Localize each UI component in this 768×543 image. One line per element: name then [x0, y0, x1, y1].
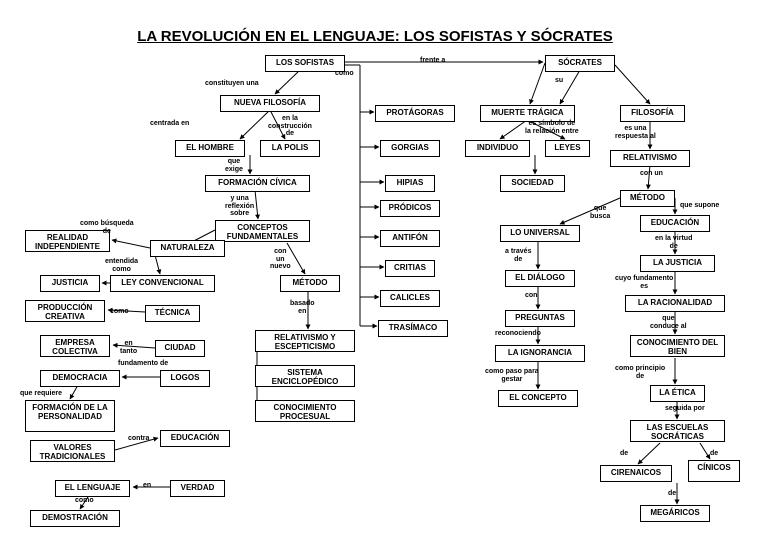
- node-lenguaje: EL LENGUAJE: [55, 480, 130, 497]
- edge-label: como paso para gestar: [485, 368, 539, 383]
- edge-label: seguida por: [665, 405, 705, 413]
- node-logos: LOGOS: [160, 370, 210, 387]
- edge-label: que busca: [590, 205, 610, 220]
- node-cinicos: CÍNICOS: [688, 460, 740, 482]
- node-relativismo2: RELATIVISMO: [610, 150, 690, 167]
- node-filosofia: FILOSOFÍA: [620, 105, 685, 122]
- node-critias: CRITIAS: [385, 260, 435, 277]
- edge-label: como: [335, 70, 354, 78]
- node-ignorancia: LA IGNORANCIA: [495, 345, 585, 362]
- node-valores: VALORES TRADICIONALES: [30, 440, 115, 462]
- edge-label: como principio de: [615, 365, 665, 380]
- edge-label: a través de: [505, 248, 531, 263]
- node-prodcrea: PRODUCCIÓN CREATIVA: [25, 300, 105, 322]
- edge-label: centrada en: [150, 120, 189, 128]
- node-tecnica: TÉCNICA: [145, 305, 200, 322]
- edge-label: es una respuesta al: [615, 125, 656, 140]
- edge-label: con un: [640, 170, 663, 178]
- node-ciudad: CIUDAD: [155, 340, 205, 357]
- node-leyes: LEYES: [545, 140, 590, 157]
- node-relativ: RELATIVISMO Y ESCEPTICISMO: [255, 330, 355, 352]
- node-naturaleza: NATURALEZA: [150, 240, 225, 257]
- edge-label: frente a: [420, 57, 445, 65]
- node-escuelas: LAS ESCUELAS SOCRÁTICAS: [630, 420, 725, 442]
- edge-label: como búsqueda de: [80, 220, 134, 235]
- node-etica: LA ÉTICA: [650, 385, 705, 402]
- node-megaricos: MEGÁRICOS: [640, 505, 710, 522]
- node-socrates: SÓCRATES: [545, 55, 615, 72]
- edge-label: en la construcción de: [268, 115, 312, 138]
- node-formpers: FORMACIÓN DE LA PERSONALIDAD: [25, 400, 115, 432]
- node-calicles: CALICLES: [380, 290, 440, 307]
- edge-label: cuyo fundamento es: [615, 275, 673, 290]
- edge-label: su: [555, 77, 563, 85]
- node-individuo: INDIVIDUO: [465, 140, 530, 157]
- edge-label: con: [525, 292, 537, 300]
- edge-label: reconociendo: [495, 330, 541, 338]
- node-gorgias: GORGIAS: [380, 140, 440, 157]
- node-polis: LA POLIS: [260, 140, 320, 157]
- node-metodo2: MÉTODO: [620, 190, 675, 207]
- node-concepto: EL CONCEPTO: [498, 390, 578, 407]
- edge-label: como: [110, 308, 129, 316]
- edge-label: que supone: [680, 202, 719, 210]
- edge-label: entendida como: [105, 258, 138, 273]
- edge-label: fundamento de: [118, 360, 168, 368]
- edge-label: de: [620, 450, 628, 458]
- node-sociedad: SOCIEDAD: [500, 175, 565, 192]
- edge-label: de: [710, 450, 718, 458]
- edge-label: como: [75, 497, 94, 505]
- node-universal: LO UNIVERSAL: [500, 225, 580, 242]
- edge-label: contra: [128, 435, 149, 443]
- diagram-title: LA REVOLUCIÓN EN EL LENGUAJE: LOS SOFIST…: [95, 28, 655, 45]
- node-sofistas: LOS SOFISTAS: [265, 55, 345, 72]
- node-empresa: EMPRESA COLECTIVA: [40, 335, 110, 357]
- node-conocbien: CONOCIMIENTO DEL BIEN: [630, 335, 725, 357]
- edge-label: basado en: [290, 300, 315, 315]
- node-conceptos: CONCEPTOS FUNDAMENTALES: [215, 220, 310, 242]
- node-preguntas: PREGUNTAS: [505, 310, 575, 327]
- node-democracia: DEMOCRACIA: [40, 370, 120, 387]
- node-educacion2: EDUCACIÓN: [640, 215, 710, 232]
- edge-label: constituyen una: [205, 80, 259, 88]
- edge-label: que requiere: [20, 390, 62, 398]
- node-sistema: SISTEMA ENCICLOPÉDICO: [255, 365, 355, 387]
- node-conocproc: CONOCIMIENTO PROCESUAL: [255, 400, 355, 422]
- node-leyconv: LEY CONVENCIONAL: [110, 275, 215, 292]
- node-demostracion: DEMOSTRACIÓN: [30, 510, 120, 527]
- node-justicia2: LA JUSTICIA: [640, 255, 715, 272]
- node-verdad: VERDAD: [170, 480, 225, 497]
- node-antifon: ANTIFÓN: [380, 230, 440, 247]
- node-hipias: HIPIAS: [385, 175, 435, 192]
- edge-label: en: [143, 482, 151, 490]
- node-cirenaicos: CIRENAICOS: [600, 465, 672, 482]
- edge-label: que exige: [225, 158, 243, 173]
- node-educ: EDUCACIÓN: [160, 430, 230, 447]
- node-hombre: EL HOMBRE: [175, 140, 245, 157]
- node-justicia: JUSTICIA: [40, 275, 100, 292]
- node-dialogo: EL DIÁLOGO: [505, 270, 575, 287]
- node-trasimaco: TRASÍMACO: [378, 320, 448, 337]
- edge-label: que conduce al: [650, 315, 687, 330]
- node-formcivica: FORMACIÓN CÍVICA: [205, 175, 310, 192]
- node-metodo: MÉTODO: [280, 275, 340, 292]
- edge-label: con un nuevo: [270, 248, 291, 271]
- edge-label: en tanto: [120, 340, 137, 355]
- node-racionalidad: LA RACIONALIDAD: [625, 295, 725, 312]
- edge-label: y una reflexión sobre: [225, 195, 254, 218]
- node-nueva: NUEVA FILOSOFÍA: [220, 95, 320, 112]
- node-prodicos: PRÓDICOS: [380, 200, 440, 217]
- edge-label: de: [668, 490, 676, 498]
- node-protagoras: PROTÁGORAS: [375, 105, 455, 122]
- edge-label: en la virtud de: [655, 235, 692, 250]
- edge-label: es símbolo de la relación entre: [525, 120, 579, 135]
